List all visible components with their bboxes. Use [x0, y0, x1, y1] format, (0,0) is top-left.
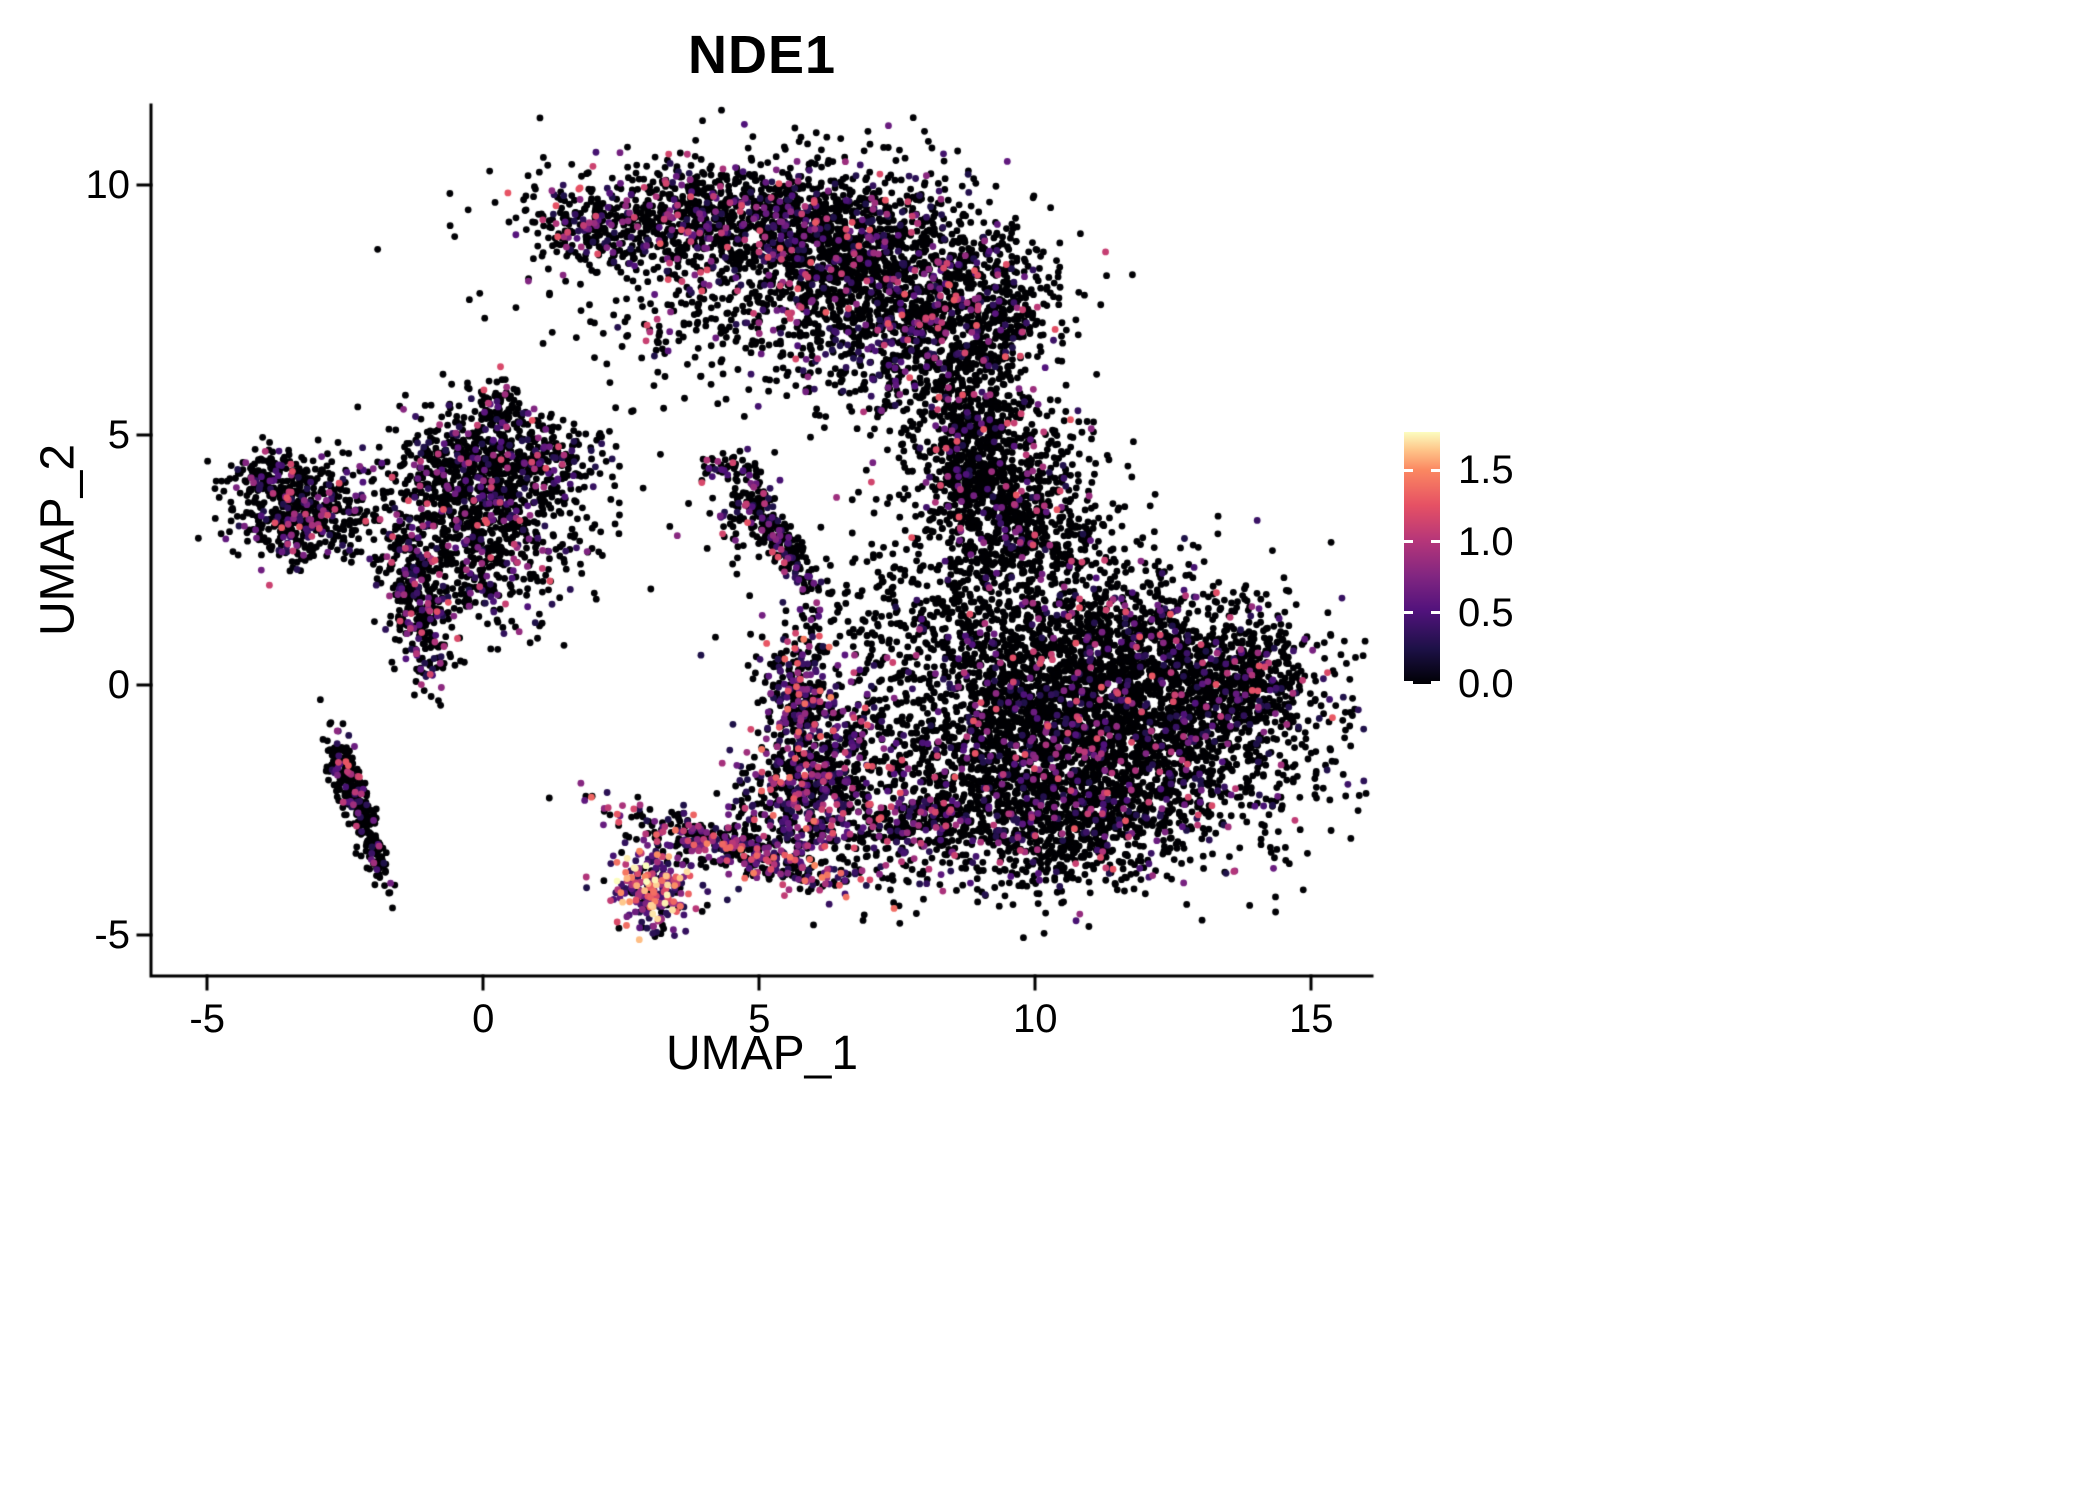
- colorbar-tick-mark: [1431, 611, 1440, 615]
- plot-title: NDE1: [687, 25, 837, 85]
- y-tick-label: -5: [94, 913, 130, 957]
- x-tick-label: 5: [748, 997, 771, 1041]
- y-tick-label: 5: [107, 413, 130, 457]
- colorbar-tick-mark: [1404, 540, 1413, 544]
- colorbar-tick-mark: [1431, 681, 1440, 684]
- x-tick-label: -5: [189, 997, 225, 1041]
- y-tick-label: 0: [107, 663, 130, 707]
- colorbar-tick-mark: [1431, 540, 1440, 544]
- colorbar-tick-label: 0.5: [1458, 590, 1514, 635]
- colorbar-tick-mark: [1431, 468, 1440, 472]
- x-tick-label: 10: [1013, 997, 1058, 1041]
- colorbar-tick-mark: [1404, 468, 1413, 472]
- y-tick-label: 10: [85, 163, 131, 207]
- colorbar-gradient: [1404, 432, 1440, 684]
- colorbar-tick-label: 0.0: [1458, 662, 1514, 706]
- x-tick-label: 15: [1289, 997, 1334, 1041]
- colorbar-tick-mark: [1404, 681, 1413, 684]
- colorbar-tick-label: 1.0: [1458, 519, 1514, 564]
- colorbar-tick-label: 1.5: [1458, 448, 1514, 493]
- y-axis-label: UMAP_2: [31, 443, 85, 637]
- colorbar-tick-mark: [1404, 611, 1413, 615]
- x-axis-label: UMAP_1: [665, 1027, 859, 1080]
- x-tick-label: 0: [472, 997, 495, 1041]
